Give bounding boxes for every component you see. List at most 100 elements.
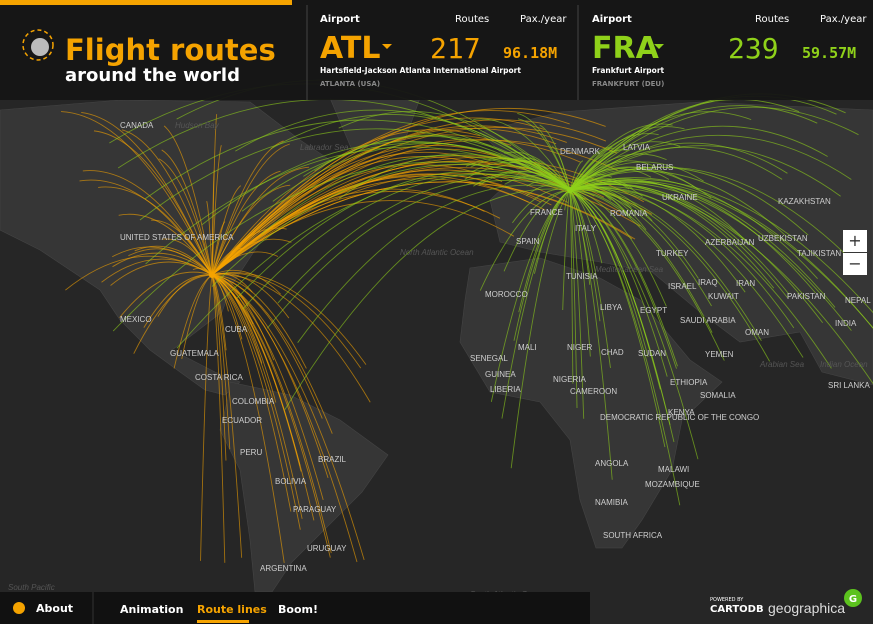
tab-active[interactable]: Route lines <box>197 603 267 616</box>
country-label: TURKEY <box>656 249 689 258</box>
route <box>121 129 213 276</box>
routes-count: 217 <box>430 32 481 65</box>
route <box>211 274 227 461</box>
country-label: ISRAEL <box>668 282 697 291</box>
route <box>569 187 647 231</box>
route <box>157 274 213 317</box>
country-label: BRAZIL <box>318 455 347 464</box>
route <box>211 274 371 403</box>
route <box>211 129 481 276</box>
country-label: MOZAMBIQUE <box>645 480 700 489</box>
country-label: ROMANIA <box>610 209 648 218</box>
route <box>211 200 515 276</box>
airport-code[interactable]: ATL <box>320 31 380 66</box>
country-label: NIGERIA <box>553 375 587 384</box>
route <box>211 274 333 434</box>
route <box>211 170 281 276</box>
country-label: SPAIN <box>516 237 540 246</box>
route <box>211 145 222 276</box>
country-label: NIGER <box>567 343 593 352</box>
cartodb[interactable]: CARTODB <box>710 604 764 615</box>
country-label: URUGUAY <box>307 544 347 553</box>
ocean-label: Indian Ocean <box>820 360 868 369</box>
pax-heading: Pax./year <box>520 14 567 25</box>
pax-count: 59.57M <box>802 44 856 62</box>
airport-panel: Airport Routes Pax./year ATL 217 96.18M Hartsf… <box>320 14 567 88</box>
logo-globe <box>31 38 49 56</box>
ocean-label: Arabian Sea <box>759 360 805 369</box>
route <box>211 166 310 276</box>
route <box>569 188 804 358</box>
route <box>119 271 213 318</box>
route <box>241 142 571 212</box>
route <box>161 238 213 276</box>
airport-code[interactable]: FRA <box>592 31 660 66</box>
hub <box>567 187 573 193</box>
country-label: LIBERIA <box>490 385 521 394</box>
country-label: INDIA <box>835 319 857 328</box>
tab[interactable]: Animation <box>120 603 183 616</box>
tab[interactable]: Boom! <box>278 603 318 616</box>
route <box>569 189 725 361</box>
route <box>211 185 242 276</box>
route <box>569 188 762 341</box>
zoom-in[interactable]: + <box>848 231 861 250</box>
airport-name: Frankfurt Airport <box>592 66 665 75</box>
route <box>201 141 571 226</box>
route <box>206 201 213 276</box>
route <box>569 186 873 385</box>
route <box>161 149 213 276</box>
route <box>504 151 571 191</box>
route <box>569 146 783 191</box>
country-label: PARAGUAY <box>293 505 337 514</box>
route <box>112 246 213 276</box>
country-label: GUINEA <box>485 370 516 379</box>
route <box>211 274 329 479</box>
route <box>211 272 362 369</box>
country-label: ECUADOR <box>222 416 262 425</box>
about-icon[interactable] <box>13 602 25 614</box>
powered-by: POWERED BY <box>710 597 744 603</box>
route <box>284 188 571 410</box>
airport-name: Hartsfield-Jackson Atlanta International… <box>320 66 521 75</box>
route <box>211 274 315 521</box>
about-link[interactable]: About <box>36 602 73 615</box>
zoom-out[interactable]: − <box>848 254 861 273</box>
route <box>569 186 746 293</box>
route <box>569 189 666 448</box>
brand[interactable]: geographica <box>768 600 845 616</box>
route <box>181 274 213 359</box>
country-label: SAUDI ARABIA <box>680 316 736 325</box>
ocean-label: North Atlantic Ocean <box>400 248 474 257</box>
route <box>569 189 613 480</box>
route <box>235 109 571 191</box>
zoom-in-button[interactable] <box>843 230 867 252</box>
country-label: DENMARK <box>560 147 601 156</box>
country-label: CUBA <box>225 325 248 334</box>
country-label: BELARUS <box>636 163 673 172</box>
country-label: AZERBAIJAN <box>705 238 755 247</box>
zoom-out-button[interactable] <box>843 253 867 275</box>
route <box>211 274 243 558</box>
route <box>211 138 581 276</box>
route <box>211 173 542 276</box>
country-label: MALAWI <box>658 465 689 474</box>
route <box>139 128 571 221</box>
country-label: TAJIKISTAN <box>797 249 841 258</box>
brand-icon[interactable]: G <box>849 594 857 605</box>
country-label: UZBEKISTAN <box>758 234 808 243</box>
route <box>510 189 571 469</box>
route <box>569 161 704 191</box>
route <box>562 189 571 311</box>
route <box>517 112 571 191</box>
country-label: LIBYA <box>600 303 623 312</box>
route <box>569 126 685 191</box>
route <box>569 180 836 308</box>
route <box>569 149 628 191</box>
route <box>569 179 643 197</box>
routes-heading: Routes <box>755 14 789 25</box>
country-label: KENYA <box>668 408 695 417</box>
ocean-label: Mediterranean Sea <box>595 265 664 274</box>
